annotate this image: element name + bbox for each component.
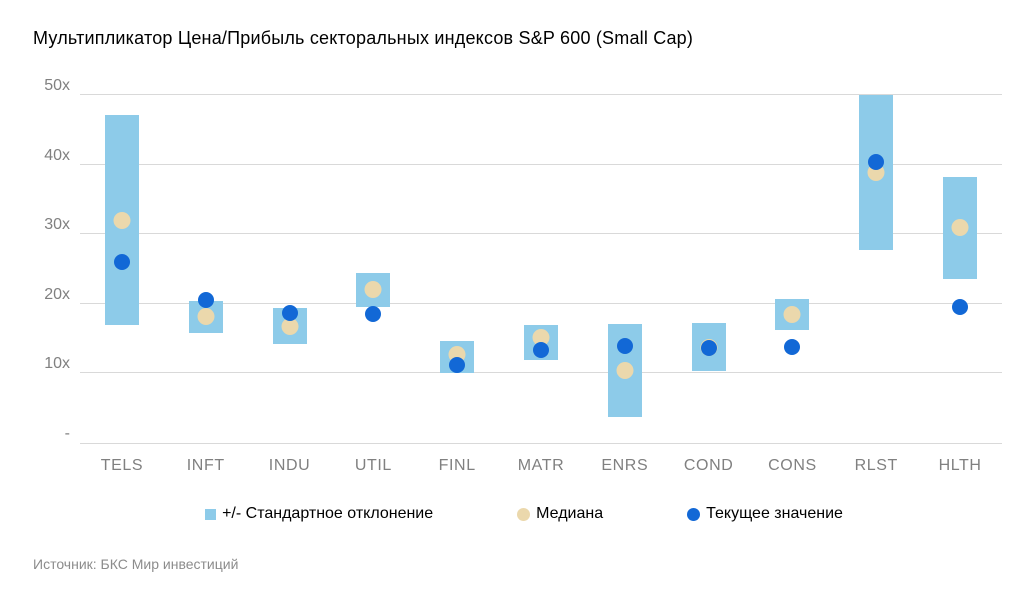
gridline — [80, 302, 1002, 304]
gridline — [80, 163, 1002, 165]
legend-item-median: Медиана — [517, 505, 603, 523]
category-label: UTIL — [354, 457, 392, 474]
category-label: CONS — [768, 457, 817, 474]
source-note: Источник: БКС Мир инвестиций — [33, 556, 239, 572]
legend-current-label: Текущее значение — [706, 505, 843, 522]
median-swatch-icon — [517, 507, 531, 521]
category-label: HLTH — [938, 457, 982, 474]
category-label: INFT — [186, 457, 225, 474]
legend-stddev-label: +/- Стандартное отклонение — [222, 505, 434, 522]
gridline — [80, 233, 1002, 235]
current-dot — [533, 342, 549, 359]
legend-item-current: Текущее значение — [687, 505, 843, 523]
category-label: INDU — [268, 457, 311, 474]
current-swatch-icon — [687, 507, 701, 521]
plot-area: - 10x 20x 30x 40x 50x TELS INFT INDU UTIL FINL MATR… — [44, 77, 1002, 474]
y-axis-tick-label: 20x — [44, 285, 70, 303]
current-dot — [449, 357, 466, 374]
category-label: FINL — [438, 457, 476, 474]
current-dot — [952, 298, 969, 315]
gridline — [80, 372, 1002, 374]
y-axis-tick-label: 40x — [44, 146, 70, 164]
current-dot — [197, 291, 214, 308]
current-dot — [281, 304, 298, 321]
category-label: MATR — [517, 457, 565, 474]
category-label: ENRS — [601, 457, 649, 474]
gridline — [80, 94, 1002, 95]
chart-legend: +/- Стандартное отклонение Медиана Текущ… — [0, 505, 1024, 523]
median-dot — [281, 317, 299, 335]
median-dot — [532, 329, 550, 347]
current-dot — [868, 153, 885, 170]
legend-item-stddev: +/- Стандартное отклонение — [205, 505, 433, 523]
y-axis-tick-label: 30x — [44, 216, 70, 234]
current-dot — [616, 337, 633, 354]
median-dot — [616, 362, 634, 380]
current-dot — [113, 254, 130, 271]
category-label: COND — [683, 457, 734, 474]
category-label: TELS — [100, 457, 144, 474]
y-axis-tick-label: 10x — [44, 355, 70, 373]
median-dot — [951, 218, 969, 236]
x-axis-line — [80, 443, 1002, 444]
median-dot — [197, 307, 215, 325]
y-axis-tick-label: 50x — [44, 77, 70, 94]
current-dot — [365, 305, 382, 322]
median-dot — [364, 281, 382, 299]
median-dot — [783, 306, 801, 324]
stddev-swatch-icon — [205, 508, 217, 520]
y-axis-tick-label: - — [64, 425, 70, 442]
chart-title: Мультипликатор Цена/Прибыль секторальных… — [33, 28, 694, 48]
category-label: RLST — [854, 457, 898, 474]
median-dot — [113, 211, 131, 229]
current-dot — [700, 339, 717, 356]
current-dot — [784, 338, 801, 355]
legend-median-label: Медиана — [536, 505, 604, 522]
